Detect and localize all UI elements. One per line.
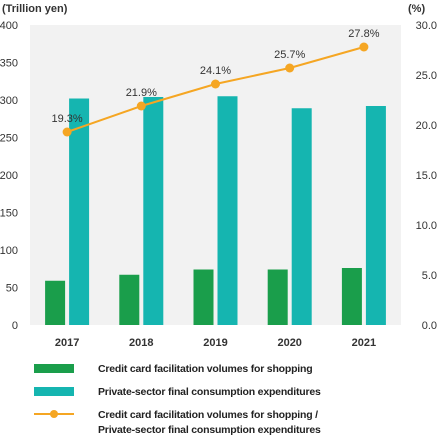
ratio-point	[211, 79, 220, 89]
bar-credit-card-volume	[119, 274, 140, 325]
left-axis-unit-label: (Trillion yen)	[2, 3, 68, 15]
ratio-line-group: 19.3% 21.9% 24.1% 25.7% 27.8%	[51, 28, 380, 137]
bar-credit-card-volume	[45, 280, 66, 325]
left-tick-label: 50	[6, 283, 18, 295]
legend: Credit card facilitation volumes for sho…	[34, 362, 434, 446]
right-tick-label: 0.0	[422, 320, 437, 332]
left-tick-label: 150	[0, 208, 18, 220]
legend-swatch-line-marker	[34, 408, 74, 420]
category-label: 2020	[277, 337, 301, 349]
legend-label-consumption: Private-sector final consumption expendi…	[98, 386, 321, 398]
legend-label-credit-card: Credit card facilitation volumes for sho…	[98, 363, 313, 375]
category-axis-labels: 2017 2018 2019 2020 2021	[55, 337, 376, 349]
right-tick-label: 5.0	[422, 270, 437, 282]
right-tick-label: 20.0	[416, 120, 437, 132]
right-axis-ticks: 0.0 5.0 10.0 15.0 20.0 25.0 30.0	[416, 20, 437, 332]
right-tick-label: 15.0	[416, 170, 437, 182]
ratio-data-label: 25.7%	[274, 49, 305, 61]
left-tick-label: 400	[0, 20, 18, 32]
bar-credit-card-volume	[267, 269, 288, 325]
right-tick-label: 30.0	[416, 20, 437, 32]
left-tick-label: 300	[0, 95, 18, 107]
category-label: 2017	[55, 337, 79, 349]
right-tick-label: 10.0	[416, 220, 437, 232]
ratio-data-label: 27.8%	[348, 28, 379, 40]
bar-credit-card-volume	[341, 268, 362, 325]
bar-consumption-expenditure	[365, 106, 386, 325]
left-tick-label: 250	[0, 133, 18, 145]
ratio-point	[136, 101, 146, 111]
bar-series-group	[45, 96, 386, 325]
left-tick-label: 100	[0, 245, 18, 257]
right-axis-unit-label: (%)	[408, 3, 425, 15]
left-tick-label: 200	[0, 170, 18, 182]
bar-consumption-expenditure	[69, 98, 90, 325]
ratio-data-label: 24.1%	[200, 65, 231, 77]
left-tick-label: 350	[0, 58, 18, 70]
legend-item-credit-card: Credit card facilitation volumes for sho…	[34, 362, 434, 377]
combo-chart: (Trillion yen) (%) 0 50 100 150 200 250 300 350…	[0, 3, 437, 349]
legend-label-ratio-line-1: Credit card facilitation volumes for sho…	[98, 409, 318, 421]
ratio-point	[62, 127, 72, 137]
legend-item-consumption: Private-sector final consumption expendi…	[34, 385, 434, 400]
bar-consumption-expenditure	[217, 96, 238, 325]
ratio-data-label: 21.9%	[126, 87, 157, 99]
bar-consumption-expenditure	[291, 108, 312, 325]
category-label: 2021	[352, 337, 376, 349]
legend-label-ratio-line-2: Private-sector final consumption expendi…	[98, 424, 321, 436]
left-tick-label: 0	[12, 320, 18, 332]
legend-swatch-green	[34, 364, 74, 373]
ratio-point	[359, 42, 369, 52]
right-tick-label: 25.0	[416, 70, 437, 82]
legend-item-ratio: Credit card facilitation volumes for sho…	[34, 408, 434, 438]
category-label: 2018	[129, 337, 153, 349]
bar-credit-card-volume	[193, 269, 214, 325]
legend-label-ratio: Credit card facilitation volumes for sho…	[98, 408, 321, 438]
plot-area-background	[30, 25, 401, 325]
bar-consumption-expenditure	[143, 97, 164, 325]
legend-swatch-teal	[34, 387, 74, 396]
left-axis-ticks: 0 50 100 150 200 250 300 350 400	[0, 20, 18, 332]
ratio-point	[285, 63, 295, 73]
category-label: 2019	[203, 337, 227, 349]
ratio-data-label: 19.3%	[51, 113, 82, 125]
